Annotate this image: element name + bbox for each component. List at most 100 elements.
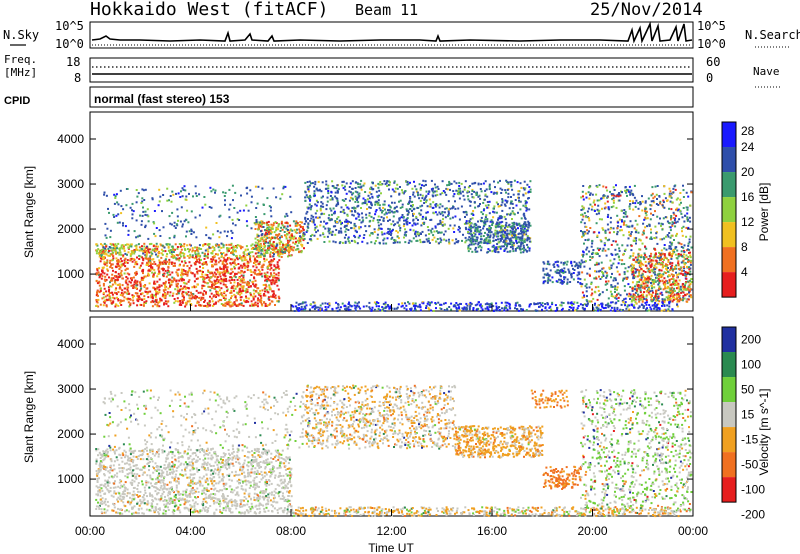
backscatter-cell bbox=[267, 244, 270, 247]
backscatter-cell bbox=[401, 191, 404, 194]
backscatter-cell bbox=[319, 224, 322, 227]
backscatter-cell bbox=[609, 290, 612, 293]
backscatter-cell bbox=[411, 187, 414, 190]
backscatter-cell bbox=[119, 286, 121, 289]
backscatter-cell bbox=[151, 252, 154, 255]
backscatter-cell bbox=[515, 204, 518, 207]
backscatter-cell bbox=[116, 247, 118, 250]
backscatter-cell bbox=[345, 233, 347, 236]
backscatter-cell bbox=[439, 193, 442, 196]
backscatter-cell bbox=[168, 263, 171, 266]
backscatter-cell bbox=[188, 250, 190, 253]
backscatter-cell bbox=[311, 233, 314, 236]
backscatter-cell bbox=[329, 231, 332, 234]
backscatter-cell bbox=[387, 209, 389, 212]
backscatter-cell bbox=[268, 303, 271, 306]
backscatter-cell bbox=[157, 204, 160, 207]
backscatter-cell bbox=[375, 209, 378, 211]
backscatter-cell bbox=[272, 241, 275, 243]
backscatter-cell bbox=[411, 205, 414, 208]
backscatter-cell bbox=[455, 182, 458, 185]
backscatter-cell bbox=[584, 232, 587, 235]
backscatter-cell bbox=[454, 207, 457, 210]
backscatter-cell bbox=[458, 225, 460, 228]
backscatter-cell bbox=[504, 242, 507, 244]
backscatter-cell bbox=[219, 214, 222, 217]
backscatter-cell bbox=[484, 242, 487, 244]
backscatter-cell bbox=[203, 263, 206, 265]
backscatter-cell bbox=[226, 266, 229, 269]
backscatter-cell bbox=[281, 242, 284, 245]
backscatter-cell bbox=[258, 270, 261, 273]
backscatter-cell bbox=[124, 291, 127, 294]
backscatter-cell bbox=[262, 294, 265, 297]
backscatter-cell bbox=[591, 205, 594, 208]
backscatter-cell bbox=[250, 195, 253, 198]
backscatter-cell bbox=[244, 267, 247, 270]
backscatter-cell bbox=[368, 200, 371, 203]
backscatter-cell bbox=[441, 192, 444, 195]
backscatter-cell bbox=[616, 282, 619, 285]
backscatter-cell bbox=[311, 182, 314, 185]
backscatter-cell bbox=[133, 295, 135, 298]
backscatter-cell bbox=[315, 204, 318, 207]
backscatter-cell bbox=[226, 268, 229, 271]
backscatter-cell bbox=[214, 260, 217, 263]
backscatter-cell bbox=[162, 293, 165, 296]
backscatter-cell bbox=[598, 249, 600, 252]
backscatter-cell bbox=[106, 299, 109, 302]
backscatter-cell bbox=[354, 210, 356, 212]
backscatter-cell bbox=[218, 286, 221, 289]
backscatter-cell bbox=[154, 248, 156, 251]
backscatter-cell bbox=[595, 261, 598, 264]
backscatter-cell bbox=[527, 226, 530, 229]
backscatter-cell bbox=[214, 191, 216, 194]
backscatter-cell bbox=[603, 242, 606, 245]
backscatter-cell bbox=[161, 261, 164, 264]
backscatter-cell bbox=[112, 247, 115, 250]
backscatter-cell bbox=[207, 285, 210, 288]
backscatter-cell bbox=[361, 240, 364, 243]
backscatter-cell bbox=[640, 261, 642, 264]
backscatter-cell bbox=[378, 219, 381, 221]
backscatter-cell bbox=[474, 230, 477, 232]
backscatter-cell bbox=[618, 249, 621, 252]
backscatter-cell bbox=[363, 182, 366, 185]
backscatter-cell bbox=[116, 278, 119, 281]
backscatter-cell bbox=[674, 246, 677, 249]
backscatter-cell bbox=[614, 291, 616, 293]
backscatter-cell bbox=[275, 273, 278, 276]
backscatter-cell bbox=[113, 245, 116, 248]
backscatter-cell bbox=[554, 261, 557, 264]
backscatter-cell bbox=[388, 188, 390, 191]
backscatter-cell bbox=[212, 274, 215, 277]
backscatter-cell bbox=[572, 272, 575, 274]
backscatter-cell bbox=[611, 272, 613, 275]
backscatter-cell bbox=[485, 188, 488, 191]
backscatter-cell bbox=[580, 213, 583, 216]
backscatter-cell bbox=[435, 190, 438, 193]
backscatter-cell bbox=[165, 302, 168, 305]
backscatter-cell bbox=[120, 246, 123, 249]
backscatter-cell bbox=[313, 228, 316, 231]
backscatter-cell bbox=[254, 301, 257, 304]
backscatter-cell bbox=[610, 193, 613, 196]
backscatter-cell bbox=[414, 230, 417, 233]
backscatter-cell bbox=[596, 199, 599, 202]
backscatter-cell bbox=[472, 232, 475, 235]
backscatter-cell bbox=[618, 192, 620, 194]
backscatter-cell bbox=[325, 222, 328, 225]
backscatter-cell bbox=[495, 192, 498, 195]
backscatter-cell bbox=[580, 230, 582, 232]
backscatter-cell bbox=[243, 259, 246, 262]
backscatter-cell bbox=[116, 284, 119, 286]
backscatter-cell bbox=[149, 255, 152, 258]
backscatter-cell bbox=[404, 228, 406, 231]
backscatter-cell bbox=[517, 227, 519, 230]
backscatter-cell bbox=[144, 188, 147, 191]
backscatter-cell bbox=[434, 225, 437, 228]
backscatter-cell bbox=[97, 248, 100, 251]
backscatter-cell bbox=[623, 289, 626, 292]
backscatter-cell bbox=[117, 299, 120, 302]
backscatter-cell bbox=[142, 304, 145, 307]
